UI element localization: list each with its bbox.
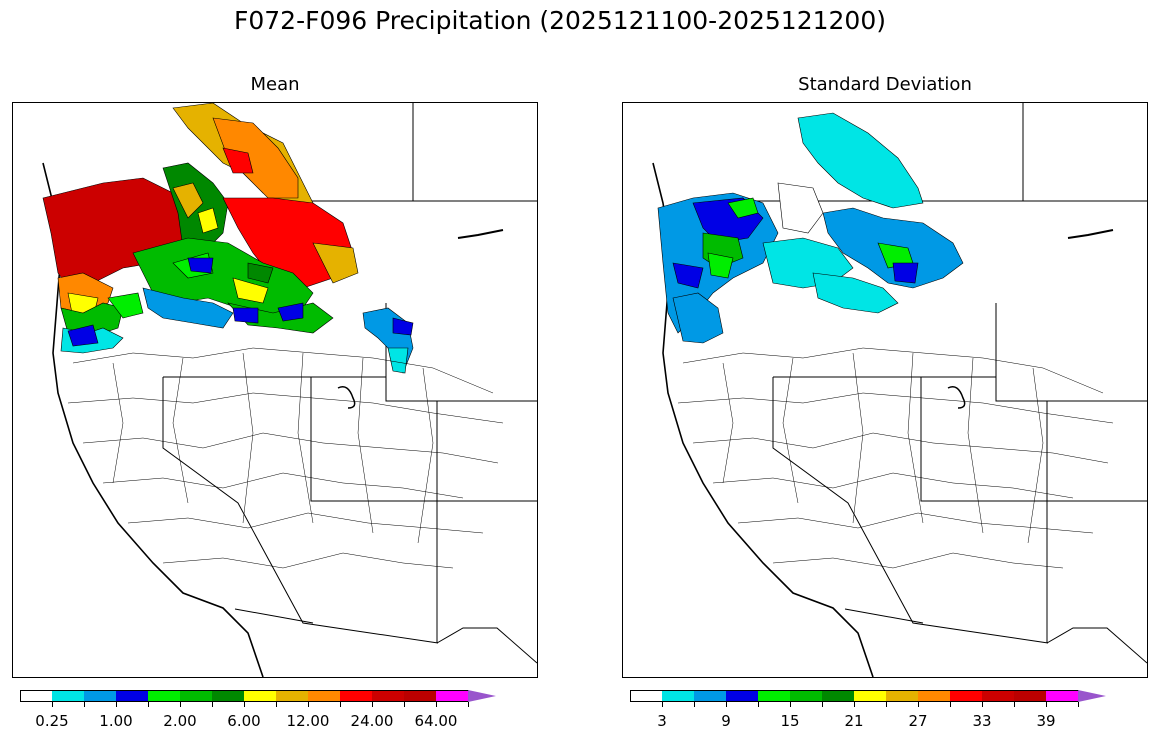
colorbar-segment xyxy=(758,690,791,702)
precip-basins xyxy=(42,103,414,374)
colorbar-tick-label: 21 xyxy=(844,712,864,730)
colorbar-segment xyxy=(52,690,85,702)
colorbar-segment xyxy=(1014,690,1047,702)
colorbar-tick-label: 1.00 xyxy=(99,712,133,730)
colorbar-tick xyxy=(52,702,53,707)
colorbar-segment xyxy=(468,690,496,702)
colorbar-segment xyxy=(404,690,437,702)
colorbar-segment xyxy=(726,690,759,702)
colorbar-tick-label: 9 xyxy=(721,712,731,730)
colorbar-segment xyxy=(886,690,919,702)
colorbar-tick-label: 27 xyxy=(908,712,928,730)
colorbar-tick xyxy=(180,702,181,707)
stddev-colorbar xyxy=(630,690,1140,707)
colorbar-tick-label: 0.25 xyxy=(35,712,69,730)
colorbar-tick xyxy=(662,702,663,707)
stddev-basins xyxy=(657,112,964,344)
colorbar-tick xyxy=(726,702,727,707)
boundaries-lines xyxy=(101,103,537,664)
colorbar-tick xyxy=(982,702,983,707)
colorbar-tick xyxy=(790,702,791,707)
colorbar-tick-label: 2.00 xyxy=(163,712,197,730)
colorbar-tick xyxy=(886,702,887,707)
colorbar-segment xyxy=(84,690,117,702)
colorbar-tick-label: 6.00 xyxy=(227,712,261,730)
colorbar-tick xyxy=(1046,702,1047,707)
mean-map-svg xyxy=(42,103,537,677)
colorbar-segment xyxy=(308,690,341,702)
mean-panel-title: Mean xyxy=(250,74,300,95)
colorbar-segment xyxy=(630,690,663,702)
stddev-panel-title: Standard Deviation xyxy=(798,74,972,95)
colorbar-tick-label: 24.00 xyxy=(350,712,394,730)
colorbar-segment xyxy=(822,690,855,702)
colorbar-tick xyxy=(84,702,85,707)
colorbar-tick-label: 64.00 xyxy=(414,712,458,730)
figure-title: F072-F096 Precipitation (2025121100-2025… xyxy=(233,6,886,35)
mean-map[interactable] xyxy=(12,102,538,678)
colorbar-segment xyxy=(372,690,405,702)
colorbar-segment xyxy=(854,690,887,702)
colorbar-tick xyxy=(822,702,823,707)
colorbar-tick xyxy=(276,702,277,707)
colorbar-segment xyxy=(340,690,373,702)
boundaries-lines xyxy=(711,103,1147,664)
colorbar-tick xyxy=(244,702,245,707)
colorbar-segment xyxy=(694,690,727,702)
colorbar-tick xyxy=(1014,702,1015,707)
colorbar-segment xyxy=(116,690,149,702)
colorbar-segment xyxy=(244,690,277,702)
colorbar-tick xyxy=(212,702,213,707)
great-salt-lake xyxy=(947,386,966,409)
colorbar-tick xyxy=(1078,702,1079,707)
colorbar-tick xyxy=(340,702,341,707)
colorbar-tick xyxy=(148,702,149,707)
colorbar-tick xyxy=(854,702,855,707)
colorbar-tick-label: 33 xyxy=(972,712,992,730)
colorbar-segment xyxy=(918,690,951,702)
colorbar-segment xyxy=(276,690,309,702)
colorbar-segment xyxy=(982,690,1015,702)
colorbar-tick xyxy=(308,702,309,707)
colorbar-segment xyxy=(436,690,469,702)
lake-outline xyxy=(1067,229,1114,239)
colorbar-tick xyxy=(950,702,951,707)
stddev-map-svg xyxy=(652,103,1147,677)
colorbar-tick xyxy=(694,702,695,707)
colorbar-tick-label: 12.00 xyxy=(286,712,330,730)
colorbar-segment xyxy=(950,690,983,702)
colorbar-tick-label: 39 xyxy=(1036,712,1056,730)
colorbar-segment xyxy=(212,690,245,702)
colorbar-segment xyxy=(662,690,695,702)
colorbar-tick xyxy=(468,702,469,707)
colorbar-tick-label: 15 xyxy=(780,712,800,730)
colorbar-segment xyxy=(20,690,53,702)
colorbar-segment xyxy=(1078,690,1106,702)
colorbar-segment xyxy=(790,690,823,702)
colorbar-segment xyxy=(180,690,213,702)
colorbar-tick xyxy=(436,702,437,707)
stddev-map[interactable] xyxy=(622,102,1148,678)
lake-outline xyxy=(457,229,504,239)
colorbar-tick xyxy=(116,702,117,707)
colorbar-segment xyxy=(1046,690,1079,702)
great-salt-lake xyxy=(337,386,356,409)
basin-outlines xyxy=(67,347,504,569)
mean-colorbar xyxy=(20,690,530,707)
colorbar-tick xyxy=(404,702,405,707)
colorbar-segment xyxy=(148,690,181,702)
colorbar-tick xyxy=(918,702,919,707)
colorbar-tick xyxy=(372,702,373,707)
basin-outlines xyxy=(677,347,1114,569)
colorbar-tick-label: 3 xyxy=(657,712,667,730)
colorbar-tick xyxy=(758,702,759,707)
